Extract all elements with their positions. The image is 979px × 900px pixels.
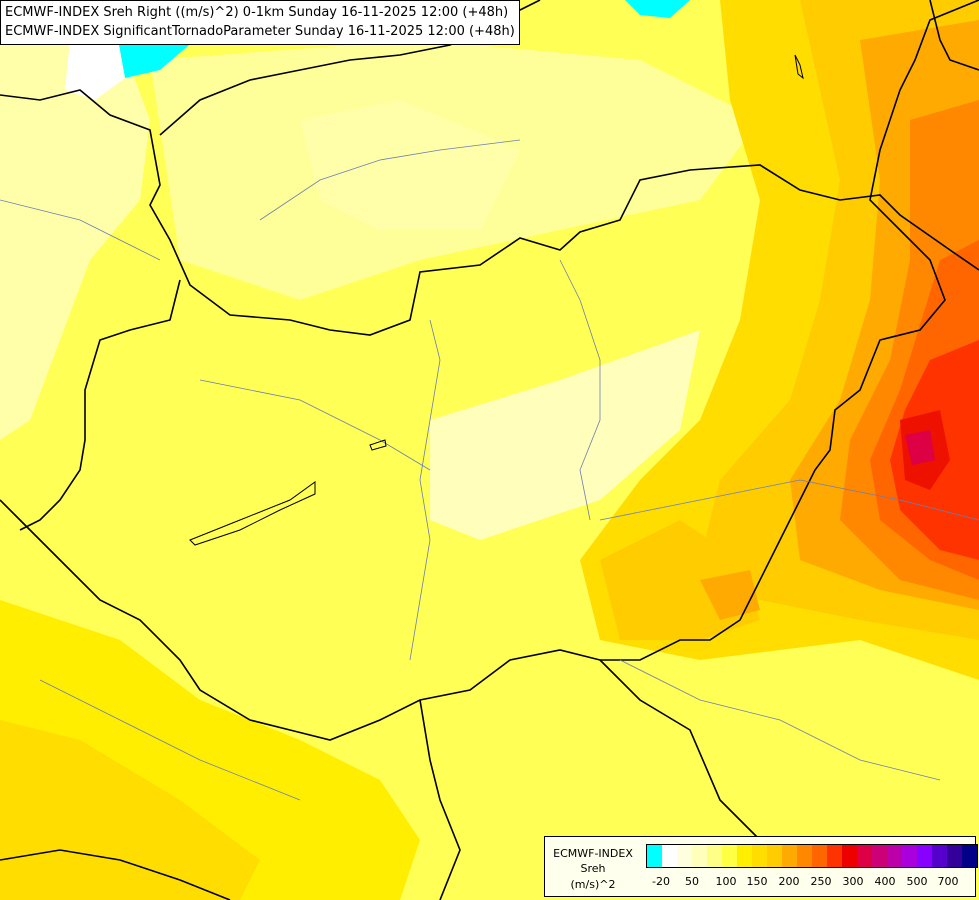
title-line-1: ECMWF-INDEX Sreh Right ((m/s)^2) 0-1km S… bbox=[5, 5, 509, 20]
legend-swatch bbox=[677, 845, 692, 867]
border-east bbox=[0, 0, 979, 741]
legend-tick-label: 100 bbox=[715, 875, 737, 888]
legend-swatch bbox=[782, 845, 797, 867]
legend-tick-label: 400 bbox=[874, 875, 896, 888]
border-ne bbox=[929, 0, 979, 71]
legend-swatch bbox=[872, 845, 887, 867]
color-legend: ECMWF-INDEX Sreh (m/s)^2 -20 50 100 150 200 2… bbox=[544, 836, 978, 897]
title-line-2: ECMWF-INDEX SignificantTornadoParameter … bbox=[5, 24, 515, 39]
border-north bbox=[0, 89, 979, 336]
legend-tick-label: 150 bbox=[746, 875, 768, 888]
legend-swatches bbox=[646, 844, 978, 868]
legend-ticks: -20 50 100 150 200 250 300 400 500 700 bbox=[646, 875, 976, 891]
legend-swatch bbox=[752, 845, 767, 867]
legend-swatch bbox=[902, 845, 917, 867]
field-sw-gold bbox=[0, 720, 260, 900]
legend-tick-label: 50 bbox=[685, 875, 699, 888]
legend-swatch bbox=[827, 845, 842, 867]
border-sw bbox=[0, 849, 231, 900]
legend-swatch bbox=[797, 845, 812, 867]
border-south-2 bbox=[599, 659, 761, 841]
legend-swatch bbox=[947, 845, 962, 867]
legend-swatch bbox=[887, 845, 902, 867]
legend-swatch bbox=[707, 845, 722, 867]
legend-swatch bbox=[932, 845, 947, 867]
field-cyan-top bbox=[625, 0, 690, 18]
legend-swatch bbox=[812, 845, 827, 867]
legend-swatch bbox=[737, 845, 752, 867]
lakes bbox=[189, 54, 804, 546]
border-south bbox=[419, 699, 461, 900]
legend-swatch bbox=[917, 845, 932, 867]
field-pale-west bbox=[0, 40, 150, 440]
legend-swatch bbox=[857, 845, 872, 867]
legend-label-line3: (m/s)^2 bbox=[570, 878, 616, 891]
legend-swatch bbox=[767, 845, 782, 867]
legend-label-line1: ECMWF-INDEX bbox=[553, 847, 633, 860]
field-pale-strip bbox=[430, 330, 700, 540]
field-white-spot bbox=[65, 40, 125, 100]
field-pale-center bbox=[300, 100, 520, 230]
legend-tick-label: 300 bbox=[842, 875, 864, 888]
legend-swatch bbox=[662, 845, 677, 867]
legend-swatch bbox=[647, 845, 662, 867]
legend-swatch bbox=[962, 845, 977, 867]
legend-tick-label: 500 bbox=[906, 875, 928, 888]
legend-swatch bbox=[842, 845, 857, 867]
field-east-8 bbox=[905, 430, 935, 465]
legend-tick-label: 200 bbox=[778, 875, 800, 888]
legend-label-line2: Sreh bbox=[580, 862, 606, 875]
border-west bbox=[19, 279, 181, 531]
legend-swatch bbox=[722, 845, 737, 867]
legend-tick-label: 250 bbox=[810, 875, 832, 888]
rivers bbox=[0, 139, 979, 801]
legend-tick-label: 700 bbox=[937, 875, 959, 888]
legend-tick-label: -20 bbox=[652, 875, 670, 888]
legend-swatch bbox=[692, 845, 707, 867]
map-title-box: ECMWF-INDEX Sreh Right ((m/s)^2) 0-1km S… bbox=[0, 0, 520, 45]
field-sc-orange bbox=[700, 570, 760, 620]
